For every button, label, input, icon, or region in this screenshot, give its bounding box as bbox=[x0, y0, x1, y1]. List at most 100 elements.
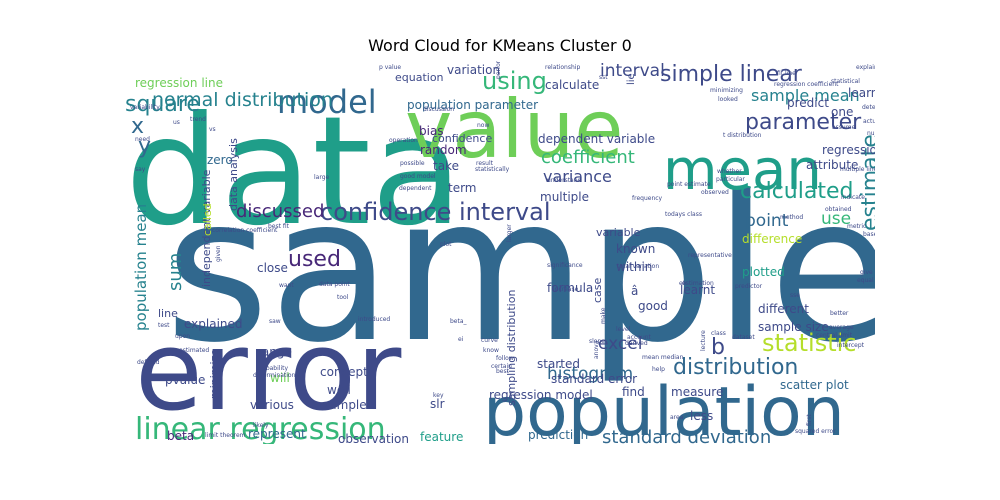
word-p-value: p value bbox=[379, 64, 401, 71]
word-perform: perform bbox=[495, 61, 502, 79]
word-less: less bbox=[690, 409, 713, 423]
figure-title: Word Cloud for KMeans Cluster 0 bbox=[368, 36, 632, 55]
word-operation: operation bbox=[389, 137, 418, 144]
word-curve: curve bbox=[481, 337, 498, 344]
word-trend: trend bbox=[190, 116, 206, 123]
word-plot: plot bbox=[440, 241, 452, 248]
word-observation: observation bbox=[338, 432, 409, 444]
word-sample: sample bbox=[165, 154, 875, 387]
word-standard-error: standard error bbox=[551, 372, 637, 386]
word-measure: measure bbox=[671, 385, 723, 399]
word-mean-median: mean median bbox=[642, 354, 684, 361]
word-class: class bbox=[711, 330, 726, 337]
word-cloud: sample data value error population mean confid… bbox=[125, 61, 875, 444]
word-dependent-variable: dependent variable bbox=[538, 132, 655, 146]
word-etc: etc bbox=[679, 280, 688, 287]
word-metric: metric bbox=[847, 223, 866, 230]
word-case: case bbox=[591, 277, 604, 303]
word-sample-mean: sample mean bbox=[751, 86, 860, 105]
word-frequency: frequency bbox=[632, 195, 663, 202]
word-representative: representative bbox=[688, 252, 732, 259]
word-minimize: minimize bbox=[208, 349, 221, 399]
word-pvalue: pvalue bbox=[165, 373, 205, 387]
word-now: now bbox=[477, 122, 489, 129]
word-explain: explain bbox=[856, 64, 875, 71]
word-called: called bbox=[201, 203, 214, 236]
word-represent: represent bbox=[248, 427, 306, 441]
word-key: key bbox=[433, 392, 444, 399]
word-calculated: calculated bbox=[740, 179, 853, 204]
word-defined: defined bbox=[137, 359, 160, 366]
word-bias: bias bbox=[419, 124, 444, 138]
word-dependent: dependent bbox=[399, 185, 432, 192]
word-understand: understand bbox=[547, 177, 582, 184]
word-upon: upon bbox=[175, 333, 190, 340]
word-best-fit: best fit bbox=[268, 223, 290, 230]
word-give: give bbox=[860, 269, 873, 276]
word-independent-variable: independent variable bbox=[200, 169, 213, 287]
word-linear-regression: linear regression bbox=[135, 412, 386, 444]
word-explained: explained bbox=[184, 317, 243, 331]
word-sse: sse bbox=[790, 292, 800, 299]
word-data-point: data point bbox=[319, 281, 350, 288]
word-sum: sum bbox=[165, 253, 186, 291]
word-likely: likely bbox=[253, 422, 269, 429]
word-lie: lie bbox=[626, 73, 637, 85]
word-method: method bbox=[780, 214, 803, 221]
word-calculate: calculate bbox=[545, 78, 599, 92]
word-equation: equation bbox=[395, 71, 444, 84]
word-use: use bbox=[821, 209, 851, 229]
word-vs: vs bbox=[209, 126, 216, 133]
word-sst: sst bbox=[599, 74, 608, 81]
word-data-analysis: data analysis bbox=[227, 138, 240, 211]
word-central-limit: central limit bbox=[816, 332, 853, 339]
word-indicate: indicate bbox=[841, 194, 865, 201]
word-confidence-interval: confidence interval bbox=[320, 198, 551, 226]
word-example: example bbox=[315, 398, 367, 412]
word-equal: equal bbox=[857, 277, 874, 284]
word-population: population bbox=[483, 373, 845, 444]
word-looked: looked bbox=[718, 96, 738, 103]
word-determination: determination bbox=[253, 372, 296, 379]
word-estimation: estimation bbox=[682, 280, 714, 287]
word-estimate: estimate bbox=[858, 134, 875, 231]
word-larger: larger bbox=[506, 224, 513, 242]
word-relationship: relationship bbox=[545, 64, 580, 71]
word-regression-coefficient: regression coefficient bbox=[774, 81, 839, 88]
word-number: number bbox=[867, 130, 875, 137]
word-minimizing: minimizing bbox=[710, 87, 743, 94]
word-take: take bbox=[433, 159, 459, 173]
word-follow: follow bbox=[496, 355, 514, 362]
word-know: know bbox=[483, 347, 499, 354]
word-squared-error: squared error bbox=[795, 428, 836, 435]
word-mean: mean bbox=[663, 138, 822, 203]
word-interval: interval bbox=[600, 61, 665, 81]
word--: â bbox=[631, 284, 638, 298]
word-variability: variability bbox=[130, 104, 160, 111]
word-predict: predict bbox=[787, 96, 829, 110]
word-b: b bbox=[711, 335, 725, 360]
word-find: find bbox=[622, 385, 645, 399]
word-one: one bbox=[831, 105, 853, 119]
word-estimated: estimated bbox=[179, 347, 209, 354]
word-within: within bbox=[616, 260, 652, 274]
word-based: based bbox=[863, 231, 875, 238]
word-learnt: learnt bbox=[680, 283, 715, 297]
word-parameter: parameter bbox=[745, 110, 862, 135]
word-variation: variation bbox=[447, 63, 500, 77]
word-particular: particular bbox=[716, 176, 745, 183]
word-formula: formula bbox=[547, 281, 593, 295]
word-value: value bbox=[405, 83, 624, 176]
word-limit-theorem: limit theorem bbox=[205, 432, 246, 439]
word-predictor: predictor bbox=[735, 283, 763, 290]
word-level: level bbox=[616, 326, 631, 333]
word-obtained: obtained bbox=[825, 206, 852, 213]
word-using: using bbox=[482, 67, 547, 95]
word-feature: feature bbox=[420, 430, 463, 444]
word-simple-linear: simple linear bbox=[660, 62, 803, 87]
word-lecture: lecture bbox=[700, 330, 707, 351]
word-started: started bbox=[537, 357, 580, 371]
word-determine: determine bbox=[862, 104, 875, 111]
word-various: various bbox=[250, 398, 294, 412]
word-slope: slope bbox=[589, 338, 605, 345]
